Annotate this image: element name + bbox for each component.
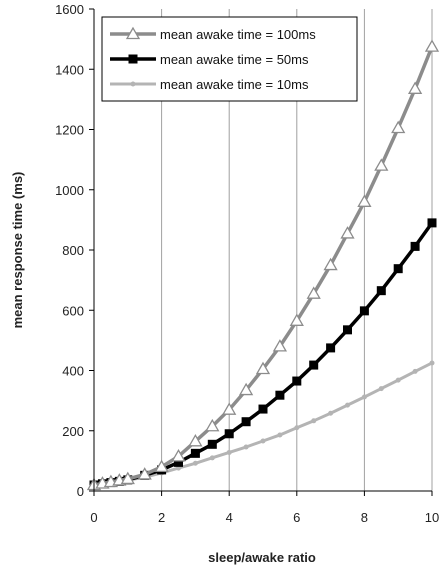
y-tick-label: 1200	[55, 123, 84, 138]
data-point	[328, 410, 334, 416]
legend-label: mean awake time = 100ms	[160, 27, 316, 42]
legend-marker	[128, 54, 138, 64]
data-point	[258, 404, 268, 414]
legend-item-1: mean awake time = 100ms	[110, 26, 316, 42]
data-point	[340, 226, 355, 239]
x-tick-label: 6	[293, 510, 300, 525]
data-point	[345, 402, 350, 408]
data-point	[205, 418, 220, 432]
data-point	[171, 449, 186, 462]
x-tick-label: 8	[361, 510, 368, 525]
data-point	[272, 339, 288, 352]
y-tick-label: 200	[62, 424, 84, 439]
data-point	[427, 218, 437, 228]
y-tick-label: 0	[77, 484, 84, 499]
data-point	[323, 257, 338, 271]
data-point	[378, 386, 384, 392]
y-tick-label: 1000	[55, 183, 84, 198]
data-point	[424, 39, 440, 52]
series-line	[93, 46, 434, 487]
series-layer	[86, 39, 440, 491]
data-point	[391, 120, 406, 134]
legend-label: mean awake time = 10ms	[160, 77, 309, 92]
y-tick-label: 800	[62, 243, 84, 258]
data-point	[429, 360, 435, 366]
series-2	[89, 218, 437, 490]
data-point	[275, 390, 285, 400]
data-point	[343, 325, 352, 335]
series-3	[91, 360, 435, 488]
data-point	[361, 394, 367, 400]
legend-marker	[125, 26, 141, 40]
data-point	[309, 360, 319, 370]
y-tick-label: 600	[62, 303, 84, 318]
data-point	[306, 286, 321, 299]
data-point	[289, 313, 304, 326]
data-point	[292, 376, 302, 386]
data-point	[154, 459, 169, 473]
data-point	[190, 448, 200, 458]
legend-item-3: mean awake time = 10ms	[110, 77, 309, 92]
data-point	[393, 264, 403, 274]
data-point	[407, 81, 423, 94]
series-line	[93, 361, 433, 487]
data-point	[294, 425, 300, 431]
data-point	[207, 439, 217, 449]
axes	[89, 8, 433, 496]
y-tick-labels: 0 200 400 600 800 1000 1200 1400 1600	[55, 2, 84, 499]
data-point	[374, 158, 389, 171]
x-axis-label: sleep/awake ratio	[208, 550, 316, 565]
y-axis-label: mean response time (ms)	[10, 172, 25, 329]
data-point	[188, 433, 203, 447]
x-tick-label: 10	[425, 510, 439, 525]
y-tick-label: 1600	[55, 2, 84, 17]
data-point	[412, 368, 418, 374]
data-point	[238, 382, 254, 396]
legend-label: mean awake time = 50ms	[160, 52, 309, 67]
data-point	[255, 361, 271, 375]
y-tick-label: 1400	[55, 62, 84, 77]
legend-marker	[130, 81, 136, 87]
data-point	[241, 417, 251, 427]
data-point	[395, 377, 401, 383]
data-point	[174, 457, 183, 467]
data-point	[226, 449, 232, 455]
legend: mean awake time = 100ms mean awake time =…	[101, 16, 358, 102]
data-point	[311, 418, 317, 424]
data-point	[326, 343, 336, 353]
x-tick-label: 4	[226, 510, 233, 525]
data-point	[277, 432, 283, 438]
data-point	[260, 438, 266, 444]
data-point	[209, 455, 215, 461]
data-point	[137, 467, 152, 480]
series-1	[86, 39, 440, 491]
legend-item-2: mean awake time = 50ms	[110, 52, 309, 67]
y-tick-label: 400	[62, 364, 84, 379]
x-tick-label: 0	[90, 510, 97, 525]
series-line	[93, 221, 434, 487]
data-point	[376, 286, 386, 296]
data-point	[243, 444, 249, 450]
x-tick-label: 2	[158, 510, 165, 525]
data-point	[410, 241, 420, 251]
data-point	[224, 429, 234, 439]
data-point	[359, 306, 369, 316]
data-point	[222, 402, 237, 415]
data-point	[192, 460, 198, 466]
x-tick-labels: 0 2 4 6 8 10	[90, 510, 439, 525]
data-point	[357, 194, 372, 207]
data-point	[120, 471, 135, 485]
